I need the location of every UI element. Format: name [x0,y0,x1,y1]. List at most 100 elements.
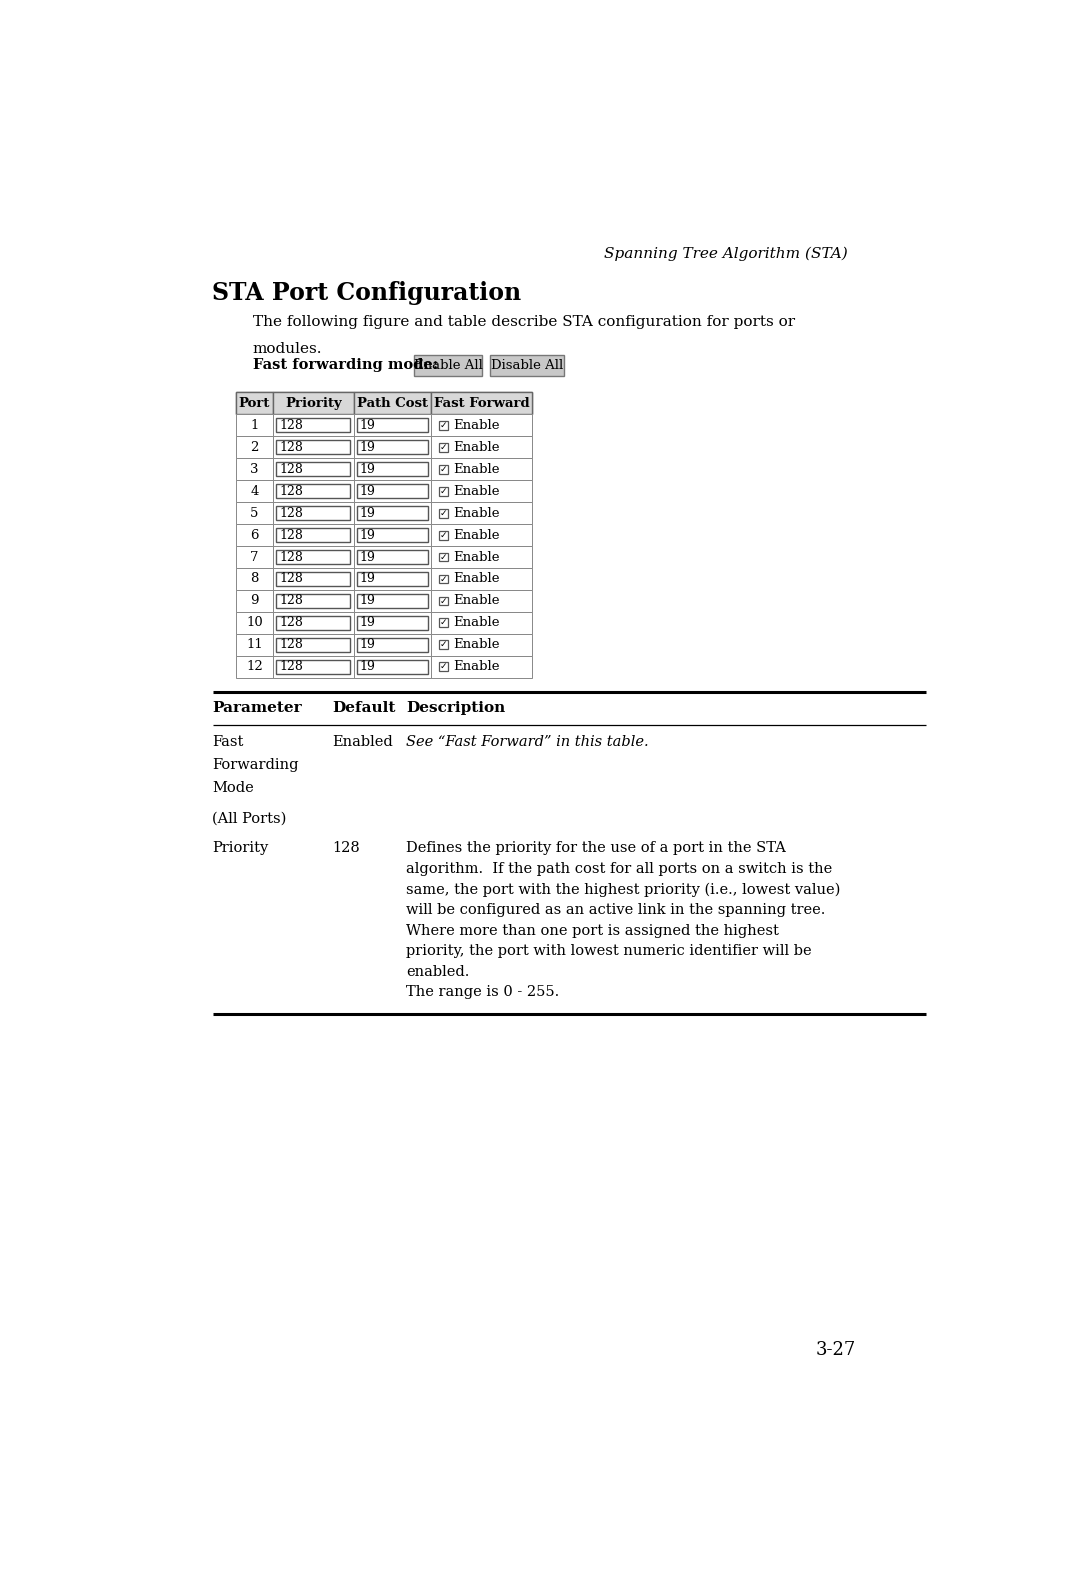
Bar [438,597,448,606]
Text: Disable All: Disable All [490,360,563,372]
Text: 5: 5 [251,507,258,520]
Bar [438,619,448,628]
Text: 11: 11 [246,639,262,652]
Bar [276,440,350,454]
Bar [235,656,273,678]
Bar [356,484,428,498]
Bar [431,634,531,656]
Bar [431,524,531,546]
Text: STA Port Configuration: STA Port Configuration [213,281,522,305]
Text: Parameter: Parameter [213,700,302,714]
Bar [235,568,273,590]
Bar [356,506,428,520]
Text: ✓: ✓ [440,641,447,650]
Bar [273,590,353,612]
Text: 4: 4 [251,485,258,498]
Text: 19: 19 [360,617,376,630]
Text: Enable: Enable [454,573,500,586]
Bar [276,637,350,652]
Text: 128: 128 [280,595,303,608]
Bar [273,414,353,436]
Bar [356,571,428,586]
Bar [490,355,564,377]
Bar [235,634,273,656]
Text: Enable: Enable [454,529,500,542]
Bar [431,480,531,502]
Bar [438,553,448,562]
Bar [356,528,428,542]
Text: ✓: ✓ [440,619,447,628]
Bar [438,465,448,474]
Text: 128: 128 [280,573,303,586]
Text: ✓: ✓ [440,487,447,496]
Bar [273,634,353,656]
Bar [431,568,531,590]
Bar [276,462,350,476]
Bar [273,392,353,414]
Text: will be configured as an active link in the spanning tree.: will be configured as an active link in … [406,903,825,917]
Text: Enable: Enable [454,639,500,652]
Bar [438,509,448,518]
Text: Fast Forward: Fast Forward [433,397,529,410]
Bar [235,546,273,568]
Text: ✓: ✓ [440,575,447,584]
Bar [356,659,428,674]
Text: Where more than one port is assigned the highest: Where more than one port is assigned the… [406,923,779,937]
Text: Enable: Enable [454,595,500,608]
Text: ✓: ✓ [440,663,447,672]
Text: Fast forwarding mode:: Fast forwarding mode: [253,358,438,372]
Bar [235,458,273,480]
Text: Port: Port [239,397,270,410]
Text: ✓: ✓ [440,509,447,518]
Bar [353,392,431,414]
Text: 19: 19 [360,485,376,498]
Bar [276,418,350,432]
Bar [431,502,531,524]
Text: same, the port with the highest priority (i.e., lowest value): same, the port with the highest priority… [406,882,840,896]
Text: Forwarding: Forwarding [213,758,299,772]
Text: 19: 19 [360,507,376,520]
Bar [353,480,431,502]
Bar [273,524,353,546]
Text: Enable: Enable [454,617,500,630]
Bar [353,634,431,656]
Bar [273,436,353,458]
Bar [235,590,273,612]
Text: 6: 6 [251,529,258,542]
Bar [276,659,350,674]
Text: Priority: Priority [285,397,341,410]
Bar [273,656,353,678]
Bar [235,524,273,546]
Text: 19: 19 [360,529,376,542]
Bar [431,414,531,436]
Text: 10: 10 [246,617,262,630]
Text: 128: 128 [280,463,303,476]
Text: 19: 19 [360,573,376,586]
Text: ✓: ✓ [440,553,447,562]
Text: ✓: ✓ [440,421,447,430]
Bar [438,531,448,540]
Text: 128: 128 [280,507,303,520]
Text: 19: 19 [360,551,376,564]
Bar [276,484,350,498]
Text: Fast: Fast [213,735,244,749]
Text: Enable: Enable [454,485,500,498]
Text: 3-27: 3-27 [815,1341,855,1358]
Text: 1: 1 [251,419,258,432]
Text: Enable: Enable [454,441,500,454]
Text: 19: 19 [360,441,376,454]
Text: Enable: Enable [454,463,500,476]
Text: The range is 0 - 255.: The range is 0 - 255. [406,986,559,1000]
Bar [431,656,531,678]
Bar [431,590,531,612]
Text: ✓: ✓ [440,597,447,606]
Bar [276,550,350,564]
Bar [356,440,428,454]
Text: ✓: ✓ [440,465,447,474]
Bar [273,612,353,634]
Text: Enable: Enable [454,419,500,432]
Bar [438,487,448,496]
Bar [235,392,531,414]
Text: Enable All: Enable All [414,360,483,372]
Text: 128: 128 [280,441,303,454]
